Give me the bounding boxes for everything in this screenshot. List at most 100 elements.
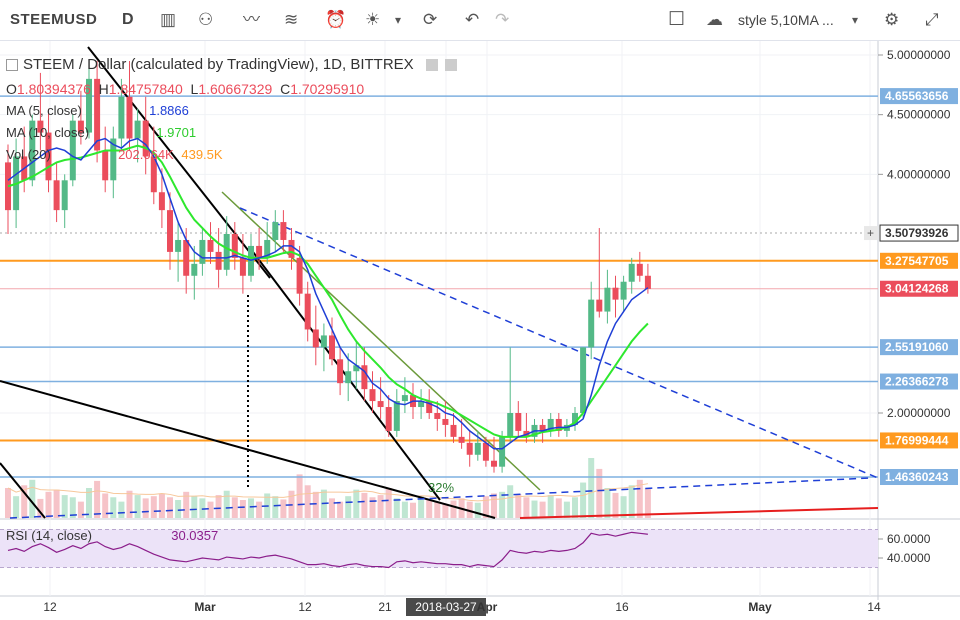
volume-bar: [572, 497, 578, 518]
price-label-box: [880, 469, 958, 486]
volume-bar: [588, 458, 595, 518]
percent-annotation: 32%: [428, 480, 454, 495]
candle-body: [264, 239, 271, 258]
fullscreen-box-icon[interactable]: ☐: [668, 9, 686, 30]
candle: [401, 377, 408, 413]
candle-body: [418, 401, 425, 408]
candles-icon[interactable]: ▥: [160, 10, 177, 29]
volume-bar: [296, 474, 303, 518]
volume-bar: [248, 498, 254, 518]
volume-bar: [175, 500, 182, 518]
candle: [361, 347, 368, 402]
open-value: 1.80394376: [16, 81, 91, 97]
volume-bar: [312, 491, 319, 518]
volume-bar: [555, 498, 562, 518]
price-label: 3.04124268: [885, 282, 949, 296]
candle-body: [337, 359, 344, 384]
candle-body: [126, 96, 133, 139]
candle-body: [369, 389, 376, 402]
volume-bar: [434, 501, 441, 518]
candle: [450, 413, 457, 443]
volume-bar: [13, 496, 20, 518]
candle: [434, 401, 441, 431]
candle: [474, 430, 481, 461]
candle-body: [280, 222, 287, 240]
expand-icon[interactable]: ⤢: [925, 10, 939, 29]
candle: [69, 114, 76, 187]
candle-body: [118, 96, 125, 139]
time-tick-label: Apr: [477, 600, 498, 614]
time-tick-label: 12: [298, 600, 312, 614]
candle: [272, 210, 279, 252]
candle: [628, 257, 635, 294]
candle-body: [482, 442, 489, 461]
volume-bar: [126, 490, 133, 518]
price-tick-label: 5.00000000: [887, 48, 951, 62]
candle: [207, 222, 214, 264]
collapse-icon[interactable]: [6, 59, 18, 72]
volume-bar: [596, 468, 603, 518]
settings-icon[interactable]: [425, 59, 438, 72]
candle: [102, 126, 109, 193]
price-tick-label: 2.00000000: [887, 406, 951, 420]
candle-body: [175, 239, 182, 252]
undo-icon[interactable]: ↶: [465, 10, 480, 29]
candle-body: [547, 418, 554, 431]
candle-body: [231, 234, 238, 258]
candle: [61, 174, 68, 229]
volume-bar: [94, 480, 101, 518]
candle-body: [588, 299, 595, 348]
volume-bar: [142, 498, 149, 518]
candle: [377, 377, 384, 419]
volume-bar: [199, 498, 206, 518]
volume-bar: [442, 503, 449, 518]
price-label-box: [880, 88, 958, 105]
rsi-band: [0, 529, 878, 568]
candle: [280, 210, 287, 252]
cloud-icon[interactable]: ☁: [706, 10, 723, 29]
candle-body: [110, 138, 117, 181]
chevron-down-icon[interactable]: ▾: [395, 13, 402, 27]
candle-body: [215, 251, 222, 270]
time-tick-label: 12: [43, 600, 57, 614]
layout-style-selector[interactable]: style 5,10MA ...: [738, 12, 834, 28]
replay-icon[interactable]: ⟳: [423, 10, 438, 29]
volume-bar: [183, 491, 190, 518]
volume-bar: [5, 488, 11, 518]
interval-selector[interactable]: D: [122, 11, 134, 28]
gear-icon[interactable]: [445, 59, 458, 72]
redo-icon[interactable]: ↷: [495, 10, 510, 29]
price-label-box: [880, 432, 958, 449]
candle: [491, 436, 497, 473]
candle: [134, 108, 141, 163]
candle: [588, 281, 595, 360]
candle-body: [77, 120, 84, 133]
candle: [466, 430, 473, 467]
volume-bar: [69, 497, 76, 518]
volume-bar: [45, 491, 52, 518]
candle: [515, 401, 522, 437]
candle-body: [150, 156, 157, 193]
chevron-down-icon[interactable]: ▾: [852, 13, 859, 27]
volume-bar: [118, 501, 125, 518]
line-tool-icon[interactable]: 〰: [243, 10, 260, 29]
fib-tool-icon[interactable]: ≋: [284, 10, 299, 29]
alert-icon[interactable]: ⏰: [325, 10, 347, 29]
indicators-icon[interactable]: ⚇: [198, 10, 214, 29]
volume-bar: [231, 497, 238, 518]
candle: [110, 126, 117, 199]
volume-bar: [134, 495, 141, 518]
volume-bar: [256, 501, 263, 518]
volume-bar: [418, 496, 425, 518]
settings-icon[interactable]: ⚙: [884, 10, 900, 29]
volume-bar: [523, 497, 530, 518]
candle: [320, 323, 327, 372]
candle-body: [102, 150, 109, 181]
chart-area[interactable]: 5.00000000 4.50000000 4.00000000 2.00000000…: [0, 40, 960, 620]
volume-bar: [426, 499, 433, 518]
symbol-search[interactable]: STEEMUSD: [10, 11, 98, 28]
candle-body: [474, 442, 481, 455]
idea-icon[interactable]: ☀: [365, 10, 381, 29]
price-label: 2.55191060: [885, 340, 949, 354]
volume-bar: [466, 501, 473, 518]
